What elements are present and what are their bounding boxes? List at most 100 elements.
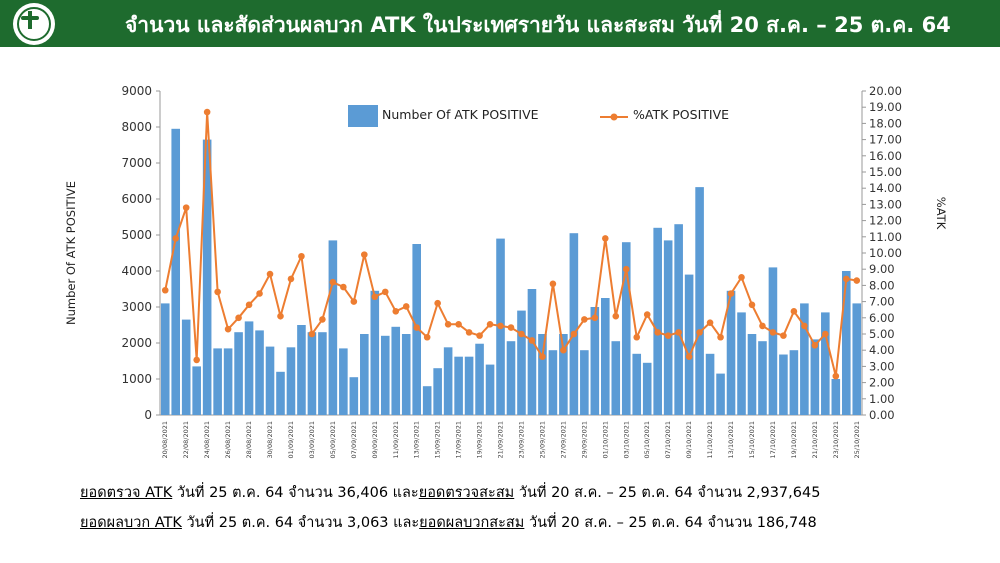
pct-point-11/09/2021 xyxy=(392,308,400,315)
bar-25/08/2021 xyxy=(213,348,222,415)
bar-06/10/2021 xyxy=(653,227,662,415)
bar-08/09/2021 xyxy=(360,334,369,415)
pct-point-12/09/2021 xyxy=(402,303,410,310)
x-tick-label: 11/10/2021 xyxy=(706,421,714,458)
footer-tests-daily: วันที่ 25 ต.ค. 64 จำนวน 36,406 และ xyxy=(172,485,419,501)
pct-point-13/09/2021 xyxy=(413,324,421,331)
y-left-tick-label: 2000 xyxy=(121,336,152,350)
pct-point-28/09/2021 xyxy=(570,330,578,338)
x-tick-label: 23/09/2021 xyxy=(517,421,525,458)
bar-18/09/2021 xyxy=(464,356,474,415)
y-right-tick-label: 12.00 xyxy=(869,214,902,228)
pct-point-25/08/2021 xyxy=(214,288,221,296)
x-tick-label: 15/10/2021 xyxy=(748,421,756,458)
bar-06/09/2021 xyxy=(339,348,348,415)
atk-chart: 0 1000 2000 3000 4000 5000 6000 7000 8000 9000 0.0… xyxy=(64,84,948,458)
pct-point-24/09/2021 xyxy=(528,337,536,344)
pct-point-07/10/2021 xyxy=(664,332,672,339)
bar-23/10/2021 xyxy=(831,379,841,415)
y-right-axis-title: %ATK xyxy=(934,197,948,230)
bar-12/09/2021 xyxy=(401,334,411,415)
pct-point-03/10/2021 xyxy=(622,265,630,273)
x-tick-label: 05/09/2021 xyxy=(329,421,337,458)
x-tick-label: 24/08/2021 xyxy=(203,421,211,458)
pct-point-16/10/2021 xyxy=(759,322,766,330)
pct-point-08/10/2021 xyxy=(675,329,682,336)
x-tick-label: 07/09/2021 xyxy=(350,421,358,458)
x-tick-label: 13/09/2021 xyxy=(413,421,421,458)
bar-07/09/2021 xyxy=(349,377,359,415)
pct-point-18/09/2021 xyxy=(465,329,473,336)
bar-16/10/2021 xyxy=(758,341,767,415)
page-title: จำนวน และสัดส่วนผลบวก ATK ในประเทศรายวัน… xyxy=(125,13,951,37)
bar-05/09/2021 xyxy=(328,240,338,415)
y-left-tick-label: 0 xyxy=(144,408,152,422)
footer-positives-label: ยอดผลบวก ATK xyxy=(80,515,182,531)
pct-point-27/08/2021 xyxy=(235,314,242,322)
bar-04/10/2021 xyxy=(632,353,642,415)
x-tick-label: 09/10/2021 xyxy=(685,421,693,458)
bar-21/08/2021 xyxy=(171,128,181,416)
pct-point-19/10/2021 xyxy=(790,308,798,315)
y-right-tick-label: 18.00 xyxy=(869,116,902,130)
pct-point-15/10/2021 xyxy=(748,301,756,309)
x-tick-label: 25/10/2021 xyxy=(853,421,861,458)
bar-22/10/2021 xyxy=(821,312,830,415)
pct-point-01/09/2021 xyxy=(287,275,295,283)
ministry-seal-icon xyxy=(13,3,55,45)
x-tick-label: 21/09/2021 xyxy=(497,421,505,458)
bar-27/09/2021 xyxy=(559,334,568,415)
footer-positives-cumulative: วันที่ 20 ส.ค. – 25 ต.ค. 64 จำนวน 186,74… xyxy=(524,515,817,531)
bar-26/08/2021 xyxy=(223,348,233,415)
bar-24/10/2021 xyxy=(841,271,851,415)
y-right-tick-label: 7.00 xyxy=(869,295,895,309)
pct-point-22/08/2021 xyxy=(182,204,190,211)
pct-point-07/09/2021 xyxy=(350,298,358,305)
pct-point-20/08/2021 xyxy=(161,286,169,294)
y-right-tick-label: 13.00 xyxy=(869,197,902,211)
y-left-axis-title: Number Of ATK POSITIVE xyxy=(64,181,78,325)
pct-point-23/08/2021 xyxy=(193,356,200,364)
x-tick-label: 22/08/2021 xyxy=(182,421,190,458)
footer-positives-cum-label: ยอดผลบวกสะสม xyxy=(419,515,525,531)
x-tick-label: 03/10/2021 xyxy=(622,421,630,458)
pct-point-31/08/2021 xyxy=(277,312,284,320)
x-tick-label: 01/09/2021 xyxy=(287,421,295,458)
y-right-tick-label: 1.00 xyxy=(869,392,895,406)
y-left-tick-label: 9000 xyxy=(121,84,152,98)
bar-27/08/2021 xyxy=(234,332,243,415)
footer-line-positives: ยอดผลบวก ATK วันที่ 25 ต.ค. 64 จำนวน 3,0… xyxy=(80,511,817,534)
footer-tests-label: ยอดตรวจ ATK xyxy=(80,485,173,501)
y-left-tick-label: 8000 xyxy=(121,120,152,134)
bar-15/09/2021 xyxy=(433,368,442,415)
pct-point-20/09/2021 xyxy=(486,320,494,328)
bar-13/10/2021 xyxy=(726,290,736,415)
y-right-tick-label: 17.00 xyxy=(869,133,902,147)
y-right-tick-label: 5.00 xyxy=(869,327,895,341)
x-tick-label: 23/10/2021 xyxy=(832,421,840,458)
pct-point-24/08/2021 xyxy=(203,108,211,116)
footer-positives-daily: วันที่ 25 ต.ค. 64 จำนวน 3,063 และ xyxy=(181,515,420,531)
bar-22/09/2021 xyxy=(506,341,516,415)
y-right-tick-label: 16.00 xyxy=(869,149,902,163)
bar-20/10/2021 xyxy=(800,303,809,415)
pct-point-20/10/2021 xyxy=(801,322,808,330)
x-tick-label: 11/09/2021 xyxy=(392,421,400,458)
pct-point-30/08/2021 xyxy=(266,270,274,278)
pct-point-01/10/2021 xyxy=(602,235,609,242)
pct-point-03/09/2021 xyxy=(308,330,316,338)
pct-point-29/09/2021 xyxy=(581,316,588,323)
y-right-tick-label: 2.00 xyxy=(869,376,895,390)
bar-26/09/2021 xyxy=(548,350,558,415)
bar-12/10/2021 xyxy=(716,373,725,415)
bar-18/10/2021 xyxy=(779,354,788,415)
x-tick-label: 19/09/2021 xyxy=(476,421,484,458)
x-tick-label: 03/09/2021 xyxy=(308,421,316,458)
x-tick-label: 30/08/2021 xyxy=(266,421,274,458)
bar-11/10/2021 xyxy=(705,353,715,415)
bar-20/08/2021 xyxy=(160,303,170,415)
bar-07/10/2021 xyxy=(663,240,673,415)
bar-10/09/2021 xyxy=(380,335,390,415)
bar-08/10/2021 xyxy=(674,224,683,415)
bar-30/08/2021 xyxy=(265,346,275,415)
